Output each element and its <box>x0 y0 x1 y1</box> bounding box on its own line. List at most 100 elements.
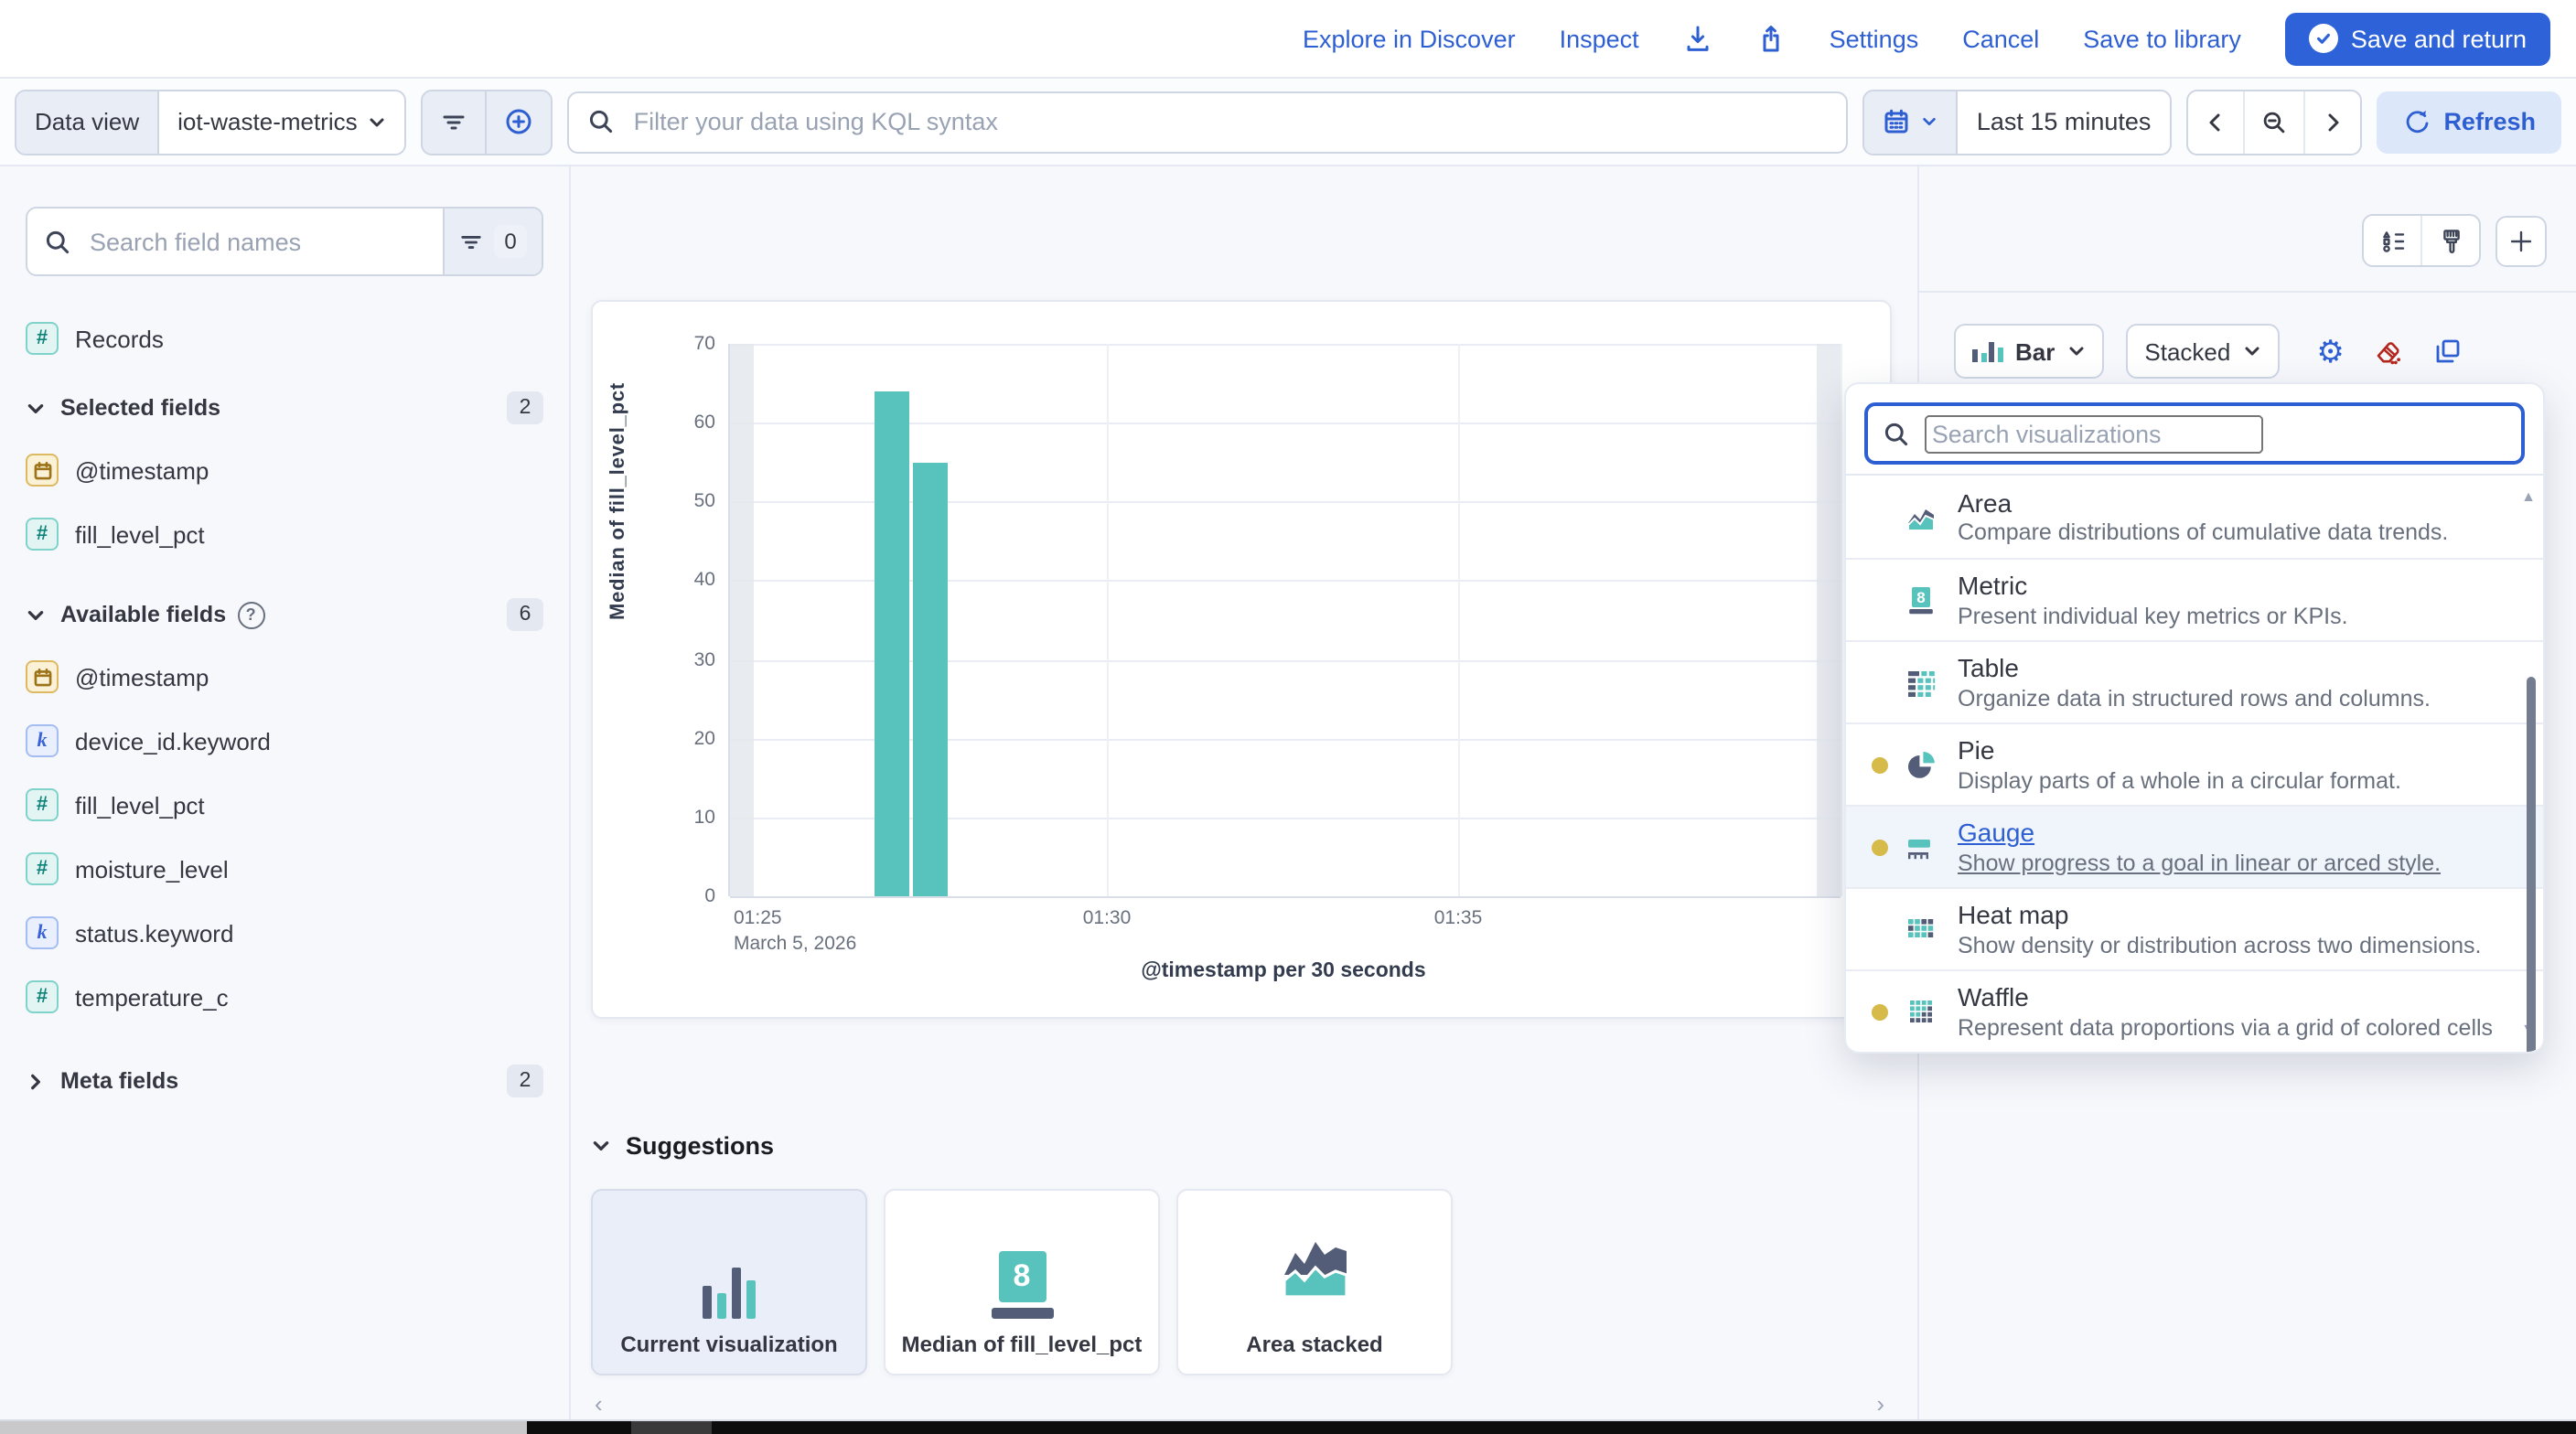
explore-in-discover-link[interactable]: Explore in Discover <box>1303 25 1516 52</box>
bottom-strip <box>0 1419 2576 1434</box>
suggestions-header[interactable]: Suggestions <box>591 1132 1888 1160</box>
selected-fields-header[interactable]: Selected fields 2 <box>26 386 543 430</box>
bar-chart-icon <box>1972 340 2002 362</box>
field-item[interactable]: @timestamp <box>26 448 543 492</box>
filter-menu-button[interactable] <box>424 91 488 153</box>
field-filter-button[interactable]: 0 <box>443 209 542 274</box>
suggestion-current-visualization[interactable]: Current visualization <box>591 1189 867 1375</box>
bars-layer <box>730 344 1841 896</box>
field-item-records[interactable]: # Records <box>26 316 543 360</box>
field-item[interactable]: k device_id.keyword <box>26 719 543 763</box>
config-panel: Bar Stacked ⚙ <box>1919 166 2576 1419</box>
paintbrush-icon[interactable] <box>2422 216 2479 265</box>
layers-icon[interactable] <box>2364 216 2422 265</box>
check-circle-icon <box>2308 24 2338 53</box>
viz-search-input[interactable] <box>1925 414 2263 453</box>
viz-option-metric[interactable]: 8 Metric Present individual key metrics … <box>1846 558 2543 640</box>
suggestion-metric[interactable]: 8 Median of fill_level_pct <box>884 1189 1160 1375</box>
area-chart-icon <box>1903 498 1939 535</box>
data-view-picker[interactable]: Data view iot-waste-metrics <box>15 89 407 155</box>
x-axis-title: @timestamp per 30 seconds <box>1141 960 1426 982</box>
scroll-up-icon[interactable]: ▲ <box>2521 488 2536 505</box>
gear-icon[interactable]: ⚙ <box>2316 334 2345 369</box>
filter-icon <box>459 230 483 253</box>
filter-icon <box>442 109 467 134</box>
field-item[interactable]: # temperature_c <box>26 975 543 1019</box>
time-range-value[interactable]: Last 15 minutes <box>1976 108 2152 135</box>
eraser-icon[interactable] <box>2374 336 2405 367</box>
refresh-button[interactable]: Refresh <box>2376 91 2561 153</box>
partial-bucket-band <box>730 344 754 896</box>
help-icon[interactable]: ? <box>237 601 265 628</box>
panel-view-toggle-group <box>2362 214 2481 267</box>
chart-type-select[interactable]: Bar <box>1954 324 2105 379</box>
suggestion-area-stacked[interactable]: Area stacked <box>1176 1189 1453 1375</box>
inspect-link[interactable]: Inspect <box>1559 25 1639 52</box>
pager-left-icon[interactable]: ‹ <box>595 1390 603 1418</box>
viz-option-table[interactable]: Table Organize data in structured rows a… <box>1846 640 2543 722</box>
viz-option-waffle[interactable]: Waffle Represent data proportions via a … <box>1846 969 2543 1052</box>
bottom-black-bar <box>527 1421 2576 1434</box>
svg-text:8: 8 <box>1916 589 1925 606</box>
field-item[interactable]: # fill_level_pct <box>26 512 543 556</box>
y-tick: 10 <box>693 806 715 829</box>
chevron-down-icon <box>26 605 46 625</box>
settings-link[interactable]: Settings <box>1829 25 1919 52</box>
data-view-label: Data view <box>16 91 160 153</box>
time-forward-button[interactable] <box>2304 91 2359 153</box>
pager-right-icon[interactable]: › <box>1876 1390 1884 1418</box>
field-item[interactable]: # fill_level_pct <box>26 783 543 827</box>
save-and-return-button[interactable]: Save and return <box>2284 12 2550 65</box>
save-to-library-link[interactable]: Save to library <box>2083 25 2241 52</box>
add-filter-button[interactable] <box>488 91 552 153</box>
share-icon[interactable] <box>1756 24 1786 53</box>
viz-option-area[interactable]: Area Compare distributions of cumulative… <box>1846 476 2543 558</box>
field-item[interactable]: @timestamp <box>26 655 543 699</box>
number-field-icon: # <box>26 852 59 885</box>
zoom-out-icon[interactable] <box>2244 91 2305 153</box>
kql-query-bar[interactable] <box>567 91 1849 153</box>
refresh-label: Refresh <box>2443 108 2536 135</box>
cancel-link[interactable]: Cancel <box>1962 25 2040 52</box>
available-count-badge: 6 <box>507 598 543 631</box>
y-tick: 20 <box>693 727 715 750</box>
waffle-icon <box>1903 993 1939 1030</box>
x-axis-date-label: March 5, 2026 <box>734 933 857 956</box>
kql-query-input[interactable] <box>629 106 1829 137</box>
time-picker-menu[interactable] <box>1864 91 1959 153</box>
viz-option-heat-map[interactable]: Heat map Show density or distribution ac… <box>1846 887 2543 969</box>
field-item[interactable]: # moisture_level <box>26 847 543 891</box>
field-sidebar: 0 # Records Selected fields 2 @timestamp <box>0 166 571 1419</box>
chevron-down-icon <box>369 112 387 131</box>
bar[interactable] <box>874 391 909 896</box>
field-item[interactable]: k status.keyword <box>26 911 543 955</box>
copy-icon[interactable] <box>2434 337 2463 366</box>
viz-option-list: Area Compare distributions of cumulative… <box>1846 474 2543 1052</box>
y-tick: 40 <box>693 569 715 592</box>
bar[interactable] <box>913 462 949 896</box>
partial-bucket-band <box>1817 344 1841 896</box>
chevron-right-icon <box>26 1071 46 1091</box>
selected-count-badge: 2 <box>507 391 543 424</box>
viz-option-pie[interactable]: Pie Display parts of a whole in a circul… <box>1846 722 2543 805</box>
popover-scrollbar-thumb[interactable] <box>2527 677 2536 1052</box>
y-tick: 0 <box>704 885 715 907</box>
add-layer-button[interactable] <box>2496 215 2547 266</box>
meta-fields-header[interactable]: Meta fields 2 <box>26 1059 543 1103</box>
suggestions-section: Suggestions Current visualization <box>591 1132 1888 1418</box>
workspace: Median of fill_level_pct 70 <box>571 166 1919 1419</box>
download-icon[interactable] <box>1683 24 1712 53</box>
available-fields-header[interactable]: Available fields ? 6 <box>26 593 543 637</box>
viz-option-gauge[interactable]: Gauge Show progress to a goal in linear … <box>1846 805 2543 887</box>
time-picker[interactable]: Last 15 minutes <box>1862 89 2172 155</box>
plus-circle-icon <box>506 108 533 135</box>
bottom-scrollbar-track[interactable] <box>0 1421 527 1434</box>
bar-chart-plot: 70 60 50 40 30 20 10 0 01:25 March 5, 20… <box>694 333 1842 955</box>
date-field-icon <box>26 454 59 487</box>
stack-mode-select[interactable]: Stacked <box>2126 324 2281 379</box>
time-back-button[interactable] <box>2187 91 2245 153</box>
viz-search-control <box>1864 402 2525 465</box>
x-tick-first: 01:25 March 5, 2026 <box>734 905 856 958</box>
field-search-input[interactable] <box>86 226 426 257</box>
